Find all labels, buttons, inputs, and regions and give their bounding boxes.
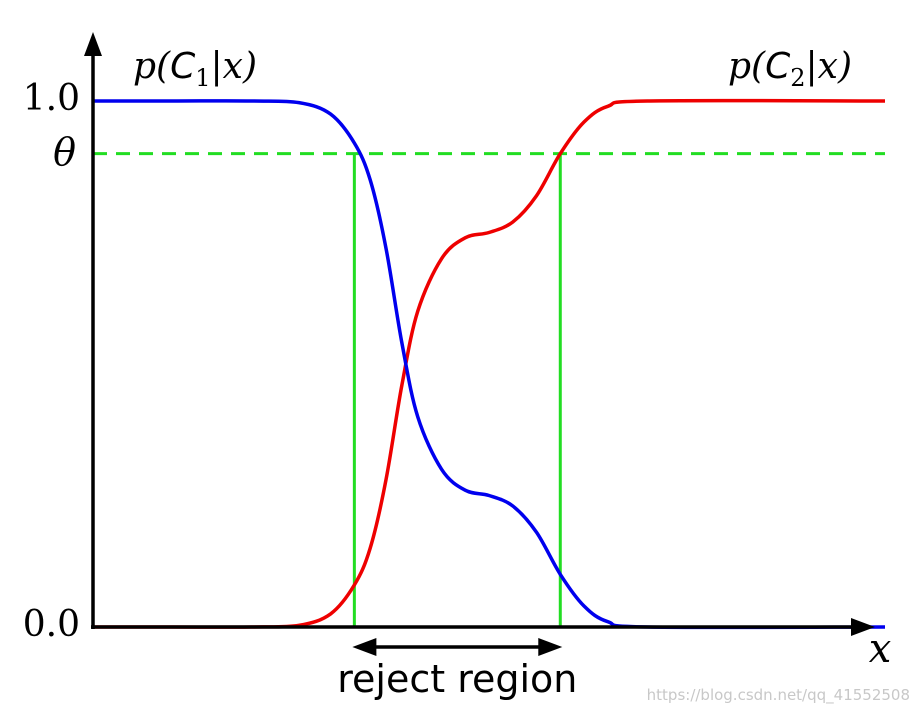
y-tick-label-0: 0.0 xyxy=(23,604,80,645)
reject-region-label: reject region xyxy=(337,657,577,701)
y-axis-arrow-icon xyxy=(84,32,102,56)
watermark: https://blog.csdn.net/qq_41552508 xyxy=(647,686,910,705)
series-line-p-c1 xyxy=(92,99,886,630)
reject-arrow-right-head-icon xyxy=(538,638,563,656)
series-label-p-c2: p(C2|x) xyxy=(728,46,852,92)
y-tick-label-1: 1.0 xyxy=(23,78,80,119)
x-axis-arrow-icon xyxy=(851,618,875,636)
reject-arrow-left-head-icon xyxy=(352,638,377,656)
x-axis-label: x xyxy=(869,626,892,672)
series-line-p-c2 xyxy=(93,98,886,629)
series-label-p-c1: p(C1|x) xyxy=(133,46,257,92)
theta-label: θ xyxy=(53,130,76,174)
